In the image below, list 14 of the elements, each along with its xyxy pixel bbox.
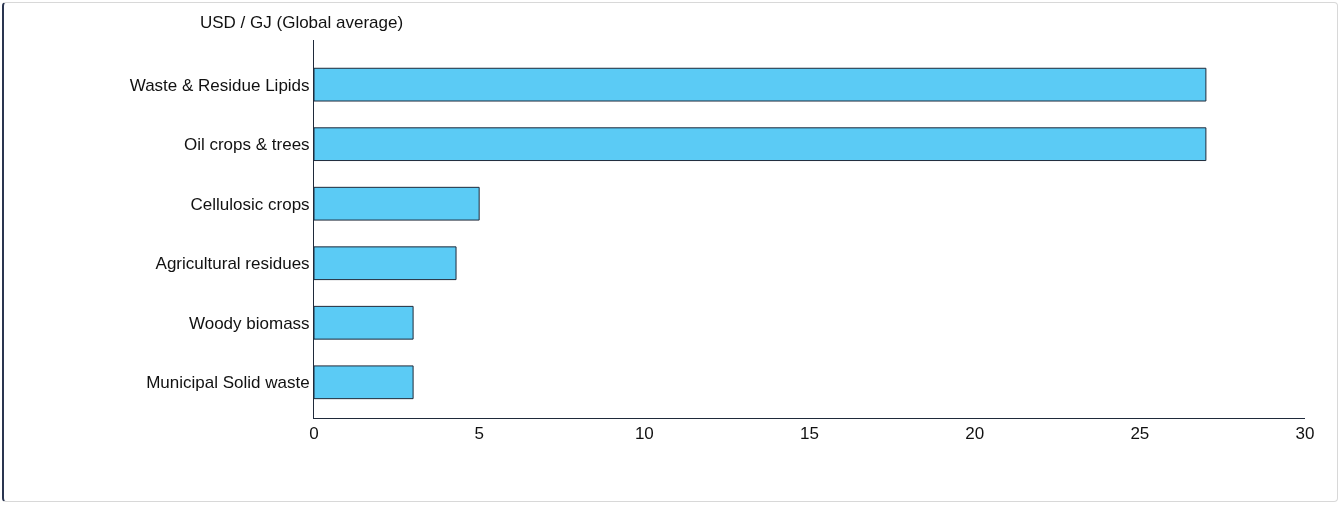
x-tick-label: 25 [1130, 424, 1150, 444]
x-tick-label: 20 [965, 424, 985, 444]
x-tick-label: 10 [634, 424, 654, 444]
y-tick-label: Municipal Solid waste [146, 373, 310, 393]
chart-title: USD / GJ (Global average) [200, 12, 404, 32]
x-tick-label: 5 [474, 424, 484, 444]
x-tick-label: 0 [309, 424, 319, 444]
y-tick-label: Cellulosic crops [190, 194, 310, 214]
x-tick-label: 15 [800, 424, 819, 444]
y-tick-label: Agricultural residues [155, 254, 310, 274]
y-tick-label: Oil crops & trees [183, 135, 310, 155]
y-tick-label: Woody biomass [188, 313, 310, 333]
y-tick-label: Waste & Residue Lipids [129, 75, 310, 95]
x-tick-label: 30 [1295, 424, 1315, 444]
